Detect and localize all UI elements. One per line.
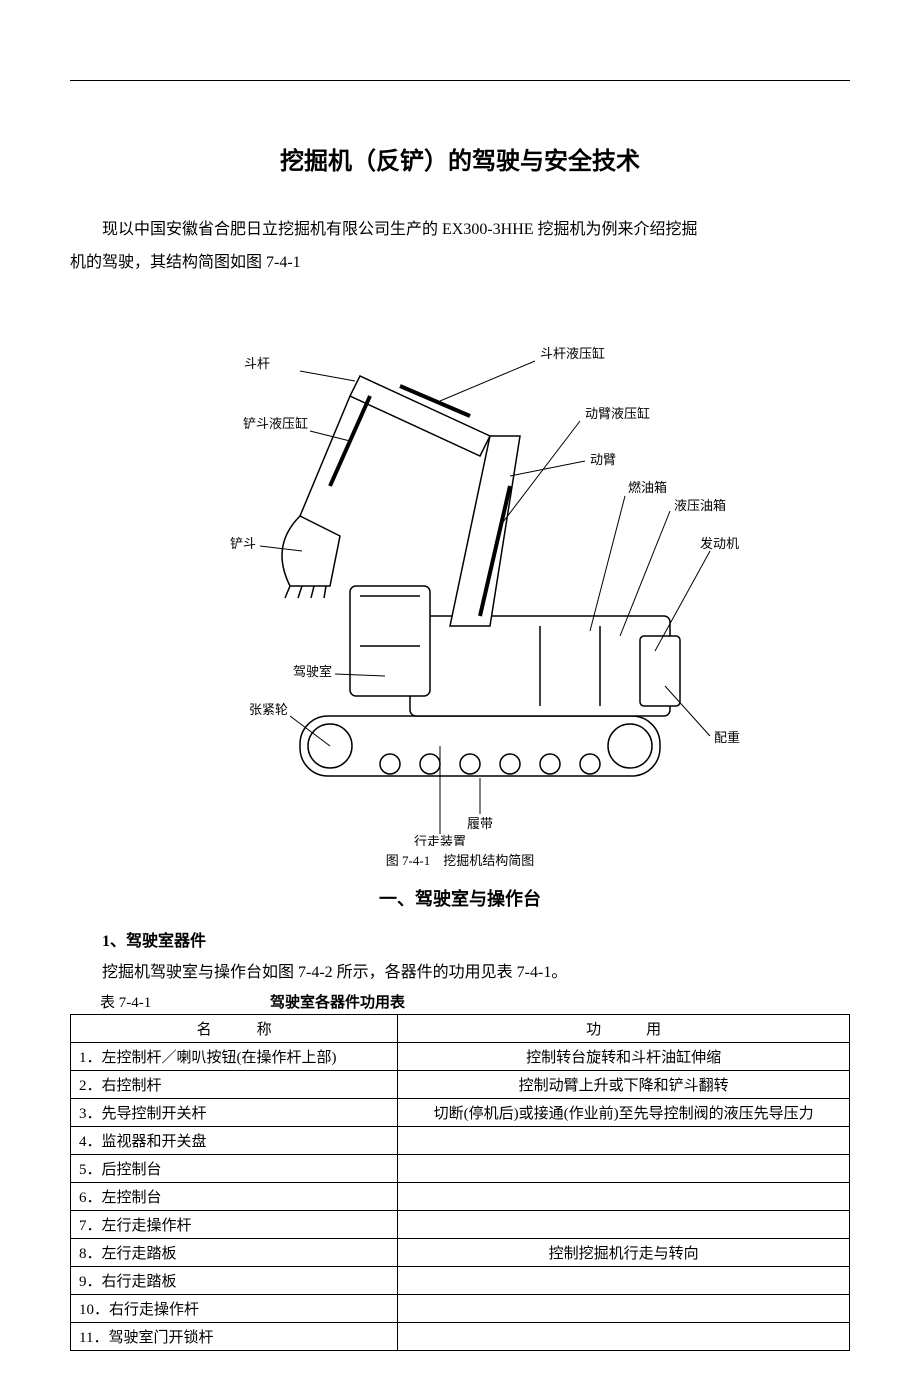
label-travel-gear: 行走装置	[414, 834, 466, 846]
cell-name: 9．右行走踏板	[71, 1267, 398, 1295]
cab-components-table: 名 称 功 用 1．左控制杆／喇叭按钮(在操作杆上部)控制转台旋转和斗杆油缸伸缩…	[70, 1014, 850, 1351]
table-header-row: 名 称 功 用	[71, 1015, 850, 1043]
table-row: 1．左控制杆／喇叭按钮(在操作杆上部)控制转台旋转和斗杆油缸伸缩	[71, 1043, 850, 1071]
table-row: 9．右行走踏板	[71, 1267, 850, 1295]
label-counterweight: 配重	[714, 730, 740, 745]
label-hydraulic-tank: 液压油箱	[674, 498, 726, 513]
cell-func: 切断(停机后)或接通(作业前)至先导控制阀的液压先导压力	[398, 1099, 850, 1127]
figure-caption: 图 7-4-1 挖掘机结构简图	[70, 850, 850, 869]
table-row: 3．先导控制开关杆切断(停机后)或接通(作业前)至先导控制阀的液压先导压力	[71, 1099, 850, 1127]
label-track: 履带	[467, 816, 493, 831]
cell-name: 3．先导控制开关杆	[71, 1099, 398, 1127]
figure-7-4-1: 斗杆 斗杆液压缸 铲斗液压缸 动臂液压缸 动臂 燃油箱 液压油箱 发动机 铲斗 …	[70, 286, 850, 869]
label-bucket: 铲斗	[230, 536, 256, 551]
subsection-1-1: 1、驾驶室器件	[70, 927, 850, 951]
label-cab: 驾驶室	[293, 664, 332, 679]
table-row: 10．右行走操作杆	[71, 1295, 850, 1323]
cell-func	[398, 1155, 850, 1183]
label-arm-cylinder: 斗杆液压缸	[540, 346, 605, 361]
label-bucket-cylinder: 铲斗液压缸	[243, 416, 308, 431]
intro-line-1: 现以中国安徽省合肥日立挖掘机有限公司生产的 EX300-3HHE 挖掘机为例来介…	[70, 216, 850, 245]
cell-name: 8．左行走踏板	[71, 1239, 398, 1267]
table-row: 8．左行走踏板控制挖掘机行走与转向	[71, 1239, 850, 1267]
cell-func: 控制挖掘机行走与转向	[398, 1239, 850, 1267]
table-row: 5．后控制台	[71, 1155, 850, 1183]
cell-func: 控制转台旋转和斗杆油缸伸缩	[398, 1043, 850, 1071]
table-row: 11．驾驶室门开锁杆	[71, 1323, 850, 1351]
cell-func	[398, 1323, 850, 1351]
table-row: 6．左控制台	[71, 1183, 850, 1211]
cell-func	[398, 1211, 850, 1239]
top-horizontal-rule	[70, 80, 850, 81]
th-name: 名 称	[71, 1015, 398, 1043]
table-label-row: 表 7-4-1 驾驶室各器件功用表	[70, 991, 850, 1012]
table-number: 表 7-4-1	[70, 991, 270, 1012]
cell-name: 10．右行走操作杆	[71, 1295, 398, 1323]
cell-name: 6．左控制台	[71, 1183, 398, 1211]
label-idler: 张紧轮	[249, 702, 288, 717]
cell-func	[398, 1267, 850, 1295]
table-row: 2．右控制杆控制动臂上升或下降和铲斗翻转	[71, 1071, 850, 1099]
cell-name: 11．驾驶室门开锁杆	[71, 1323, 398, 1351]
cell-func	[398, 1127, 850, 1155]
label-engine: 发动机	[700, 536, 739, 551]
cell-name: 2．右控制杆	[71, 1071, 398, 1099]
cell-name: 7．左行走操作杆	[71, 1211, 398, 1239]
table-row: 4．监视器和开关盘	[71, 1127, 850, 1155]
label-boom-cylinder: 动臂液压缸	[585, 406, 650, 421]
label-fuel-tank: 燃油箱	[628, 480, 667, 495]
section-1-heading: 一、驾驶室与操作台	[70, 885, 850, 911]
table-title: 驾驶室各器件功用表	[270, 991, 405, 1012]
cell-func: 控制动臂上升或下降和铲斗翻转	[398, 1071, 850, 1099]
cell-name: 5．后控制台	[71, 1155, 398, 1183]
cell-name: 1．左控制杆／喇叭按钮(在操作杆上部)	[71, 1043, 398, 1071]
page-title: 挖掘机（反铲）的驾驶与安全技术	[70, 141, 850, 176]
intro-line-2: 机的驾驶，其结构简图如图 7-4-1	[70, 249, 850, 278]
section-1-body: 挖掘机驾驶室与操作台如图 7-4-2 所示，各器件的功用见表 7-4-1。	[70, 959, 850, 988]
cell-func	[398, 1295, 850, 1323]
label-boom: 动臂	[590, 452, 616, 467]
excavator-diagram: 斗杆 斗杆液压缸 铲斗液压缸 动臂液压缸 动臂 燃油箱 液压油箱 发动机 铲斗 …	[180, 286, 740, 846]
cell-name: 4．监视器和开关盘	[71, 1127, 398, 1155]
th-func: 功 用	[398, 1015, 850, 1043]
cell-func	[398, 1183, 850, 1211]
table-row: 7．左行走操作杆	[71, 1211, 850, 1239]
label-arm: 斗杆	[244, 356, 270, 371]
